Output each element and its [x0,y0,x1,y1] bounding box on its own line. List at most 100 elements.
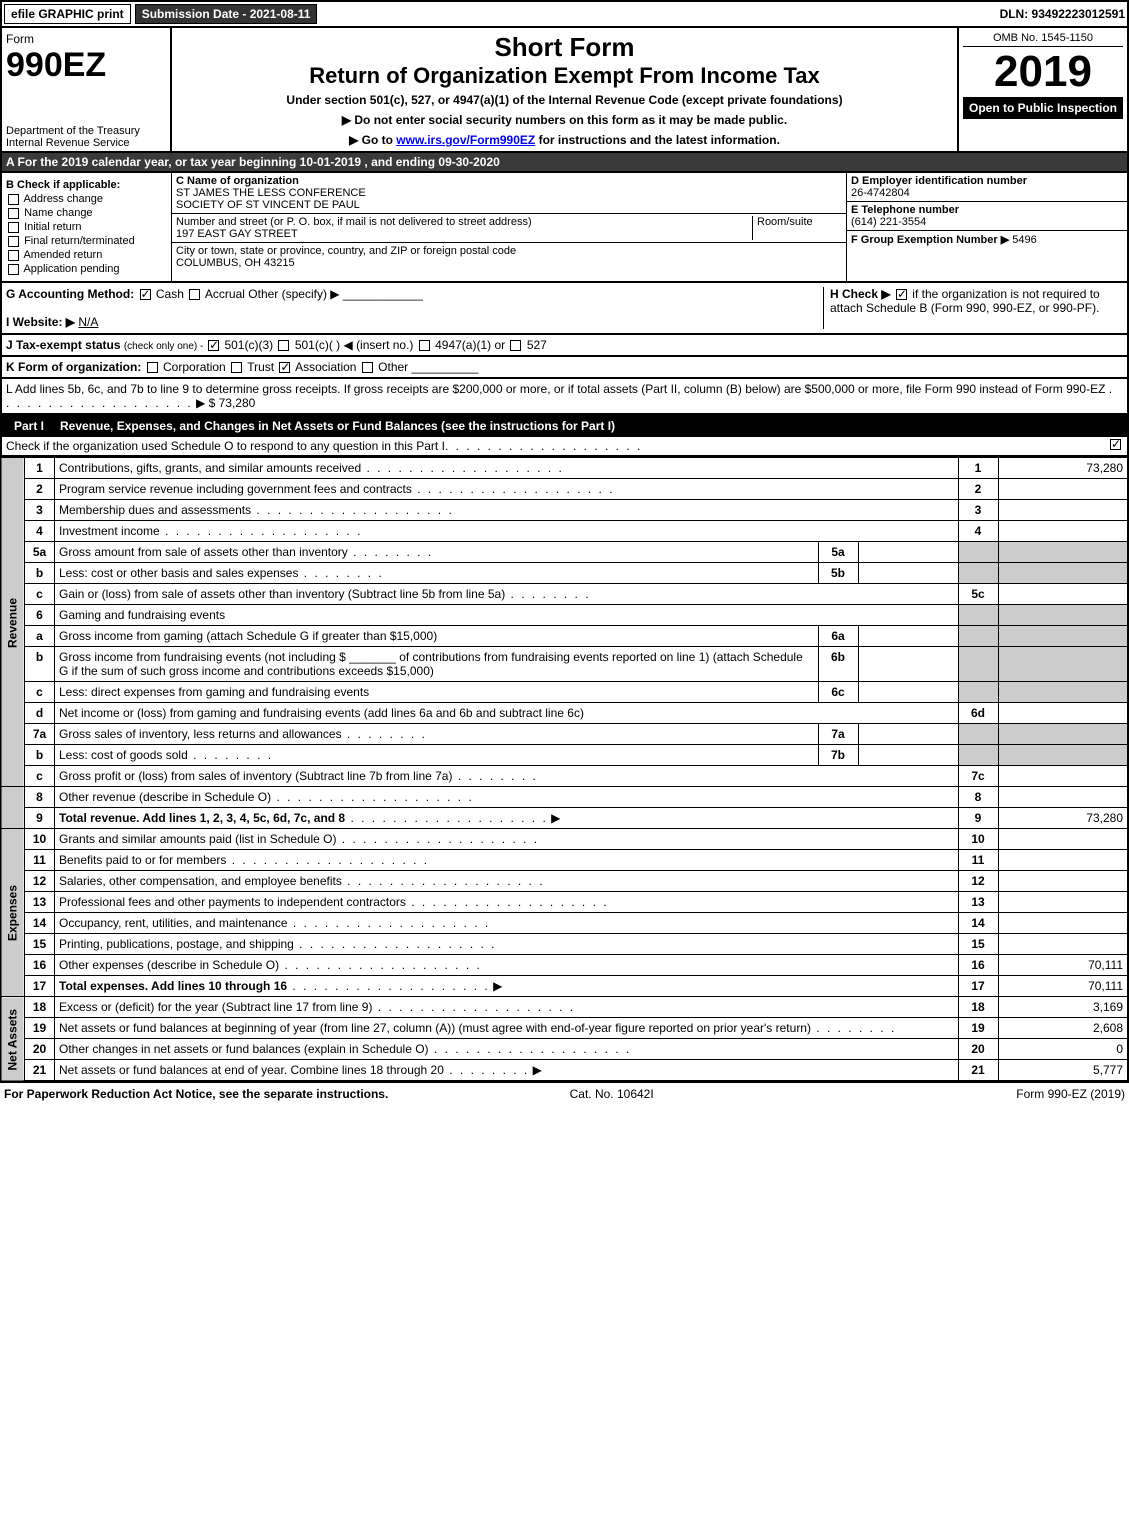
application-pending-checkbox[interactable] [8,264,19,275]
treasury-dept: Department of the Treasury Internal Reve… [6,125,140,149]
line-10-desc: Grants and similar amounts paid (list in… [59,832,336,846]
line-9-arrow: ▶ [551,811,560,825]
city-label: City or town, state or province, country… [176,245,516,257]
other-specify: Other (specify) ▶ [248,287,339,301]
group-label: F Group Exemption Number ▶ [851,234,1009,246]
dots-p1 [445,439,642,453]
corporation-checkbox[interactable] [147,362,158,373]
line-7b-subamt [858,745,958,766]
line-6a-shade-amt [998,626,1128,647]
line-19-no: 19 [25,1018,55,1039]
amended-return-checkbox[interactable] [8,250,19,261]
name-change-checkbox[interactable] [8,208,19,219]
cash-checkbox[interactable] [140,289,151,300]
line-3-amt [998,500,1128,521]
tax-exempt-label: J Tax-exempt status [6,338,121,352]
line-8-desc: Other revenue (describe in Schedule O) [59,790,271,804]
h-checkbox[interactable] [896,289,907,300]
line-2-box: 2 [958,479,998,500]
cash-label: Cash [156,287,184,301]
line-7b-no: b [25,745,55,766]
line-6b-desc: Gross income from fundraising events (no… [59,650,803,678]
final-return-checkbox[interactable] [8,236,19,247]
line-7a-sub: 7a [818,724,858,745]
part-1-header: Part I Revenue, Expenses, and Changes in… [0,415,1129,437]
line-21-amt: 5,777 [998,1060,1128,1082]
address-change-checkbox[interactable] [8,194,19,205]
527-checkbox[interactable] [510,340,521,351]
line-6d-box: 6d [958,703,998,724]
opt-corporation: Corporation [163,360,226,374]
line-12-amt [998,871,1128,892]
line-5b-no: b [25,563,55,584]
line-18-amt: 3,169 [998,997,1128,1018]
line-6c-desc: Less: direct expenses from gaming and fu… [59,685,369,699]
top-bar: efile GRAPHIC print Submission Date - 20… [0,0,1129,28]
other-org-checkbox[interactable] [362,362,373,373]
line-7b-shade [958,745,998,766]
initial-return-checkbox[interactable] [8,222,19,233]
line-19-amt: 2,608 [998,1018,1128,1039]
line-5b-shade [958,563,998,584]
line-17-box: 17 [958,976,998,997]
501c3-checkbox[interactable] [208,340,219,351]
line-4-desc: Investment income [59,524,160,538]
line-5c-no: c [25,584,55,605]
line-4-box: 4 [958,521,998,542]
line-6a-desc: Gross income from gaming (attach Schedul… [59,629,437,643]
part-1-check-text: Check if the organization used Schedule … [6,439,445,453]
part-1-check-row: Check if the organization used Schedule … [0,437,1129,457]
line-20-amt: 0 [998,1039,1128,1060]
opt-final-return: Final return/terminated [24,235,135,247]
efile-button[interactable]: efile GRAPHIC print [4,4,131,24]
opt-501c3: 501(c)(3) [224,338,273,352]
line-12-desc: Salaries, other compensation, and employ… [59,874,342,888]
accrual-checkbox[interactable] [189,289,200,300]
goto-prefix: ▶ Go to [349,133,396,147]
line-4-no: 4 [25,521,55,542]
line-5b-subamt [858,563,958,584]
col-b-checkboxes: B Check if applicable: Address change Na… [2,173,172,281]
501c-checkbox[interactable] [278,340,289,351]
line-2-amt [998,479,1128,500]
phone-value: (614) 221-3554 [851,216,926,228]
street-label: Number and street (or P. O. box, if mail… [176,216,532,228]
line-6b-shade [958,647,998,682]
line-9-desc: Total revenue. Add lines 1, 2, 3, 4, 5c,… [59,811,345,825]
col-b-label: B Check if applicable: [6,179,120,191]
line-13-amt [998,892,1128,913]
trust-checkbox[interactable] [231,362,242,373]
line-6d-no: d [25,703,55,724]
line-14-box: 14 [958,913,998,934]
row-l-amount: ▶ $ 73,280 [196,396,255,410]
association-checkbox[interactable] [279,362,290,373]
line-15-desc: Printing, publications, postage, and shi… [59,937,294,951]
line-6b-shade-amt [998,647,1128,682]
irs-link[interactable]: www.irs.gov/Form990EZ [396,133,535,147]
line-20-no: 20 [25,1039,55,1060]
line-17-amt: 70,111 [998,976,1128,997]
form-number: 990EZ [6,46,166,85]
form-ref: Form 990-EZ (2019) [1016,1087,1125,1101]
line-5c-desc: Gain or (loss) from sale of assets other… [59,587,505,601]
group-value: 5496 [1012,234,1036,246]
opt-501c: 501(c)( ) ◀ (insert no.) [295,338,414,352]
line-19-box: 19 [958,1018,998,1039]
submission-date-button[interactable]: Submission Date - 2021-08-11 [135,4,318,24]
line-7b-shade-amt [998,745,1128,766]
tax-year-end: 09-30-2020 [438,155,499,169]
line-7a-no: 7a [25,724,55,745]
4947a1-checkbox[interactable] [419,340,430,351]
line-8-amt [998,787,1128,808]
opt-amended-return: Amended return [23,249,102,261]
accrual-label: Accrual [205,287,245,301]
line-5a-shade-amt [998,542,1128,563]
year-block: OMB No. 1545-1150 2019 Open to Public In… [957,28,1127,151]
line-20-desc: Other changes in net assets or fund bala… [59,1042,429,1056]
row-a-tax-year: A For the 2019 calendar year, or tax yea… [0,153,1129,173]
line-21-box: 21 [958,1060,998,1082]
line-14-desc: Occupancy, rent, utilities, and maintena… [59,916,288,930]
schedule-o-checkbox[interactable] [1110,439,1121,450]
line-15-box: 15 [958,934,998,955]
opt-address-change: Address change [23,193,103,205]
